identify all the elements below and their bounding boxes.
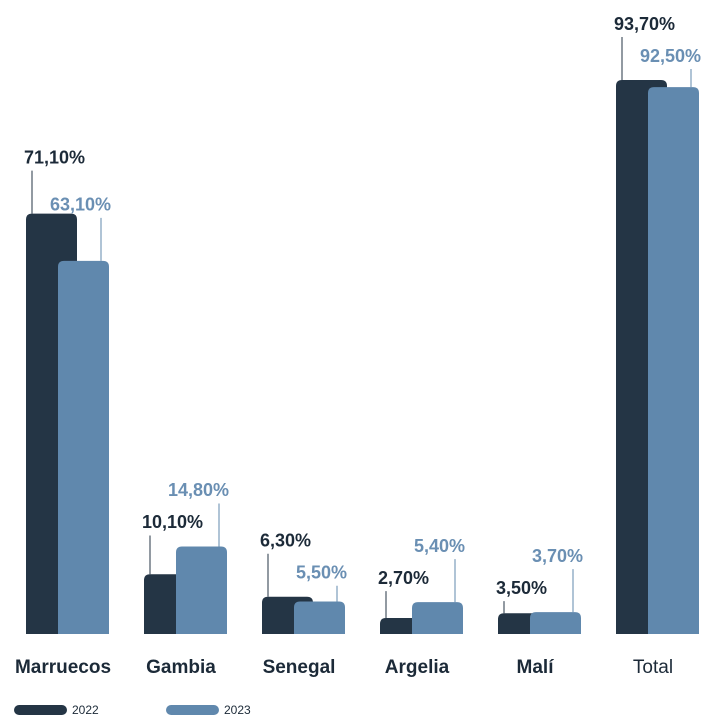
value-label: 10,10% <box>142 512 203 532</box>
x-tick-label: Total <box>633 657 673 678</box>
bar <box>294 601 345 634</box>
bar <box>648 87 699 635</box>
legend-label: 2022 <box>72 703 99 716</box>
value-label: 63,10% <box>50 195 111 215</box>
bar <box>58 260 109 634</box>
x-tick-label: Marruecos <box>15 657 111 678</box>
x-tick-label: Malí <box>517 657 555 678</box>
legend-swatch <box>14 705 67 715</box>
value-label: 6,30% <box>260 531 311 551</box>
bar <box>176 546 227 634</box>
bar <box>412 602 463 634</box>
value-label: 3,70% <box>532 546 583 566</box>
value-label: 14,80% <box>168 480 229 500</box>
bar <box>530 612 581 634</box>
value-label: 5,40% <box>414 536 465 556</box>
legend-label: 2023 <box>224 703 251 716</box>
value-label: 2,70% <box>378 568 429 588</box>
x-tick-label: Argelia <box>385 657 450 678</box>
value-label: 93,70% <box>614 14 675 34</box>
value-label: 71,10% <box>24 147 85 167</box>
legend-swatch <box>166 705 219 715</box>
x-tick-label: Gambia <box>146 657 216 678</box>
value-label: 5,50% <box>296 563 347 583</box>
value-label: 3,50% <box>496 578 547 598</box>
value-label: 92,50% <box>640 46 701 66</box>
x-tick-label: Senegal <box>263 657 336 678</box>
